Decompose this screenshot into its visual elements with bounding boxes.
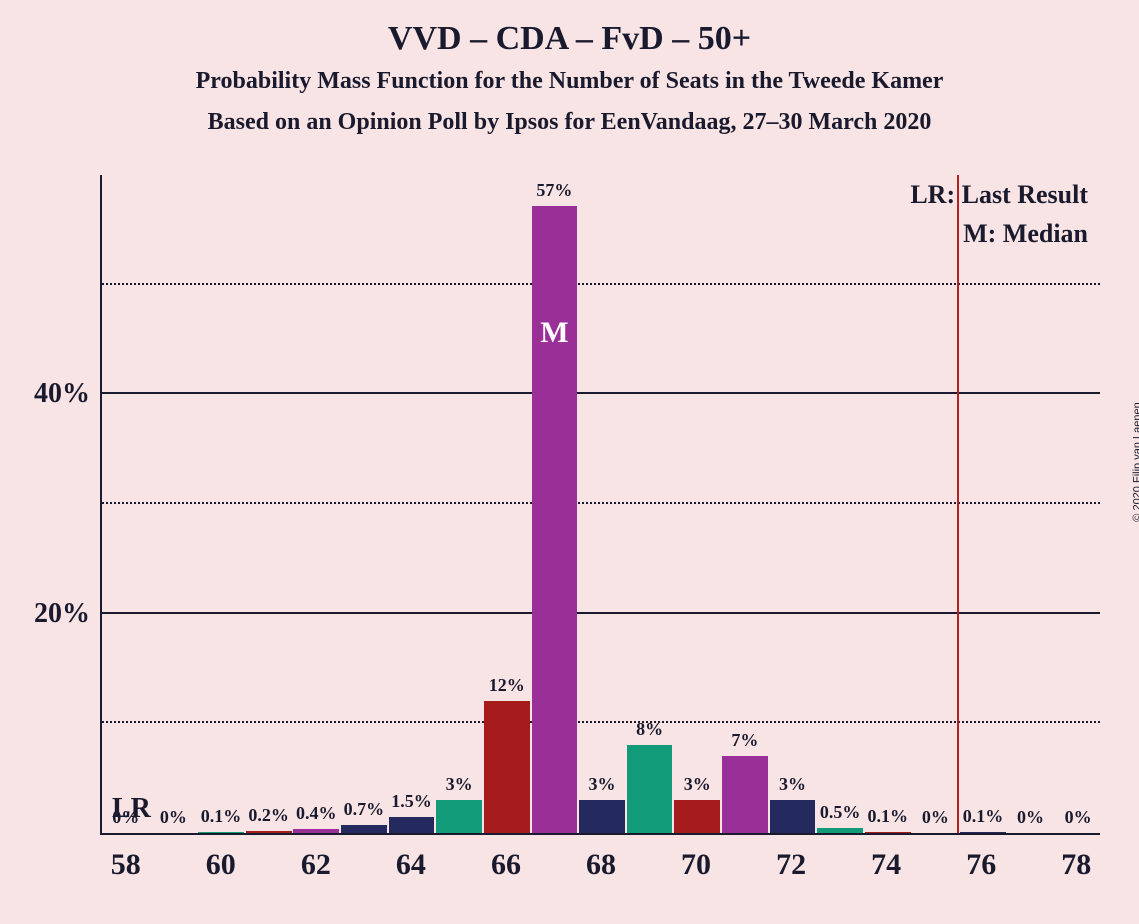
x-axis-label: 72 <box>776 833 806 882</box>
copyright-text: © 2020 Filip van Laenen <box>1131 402 1139 521</box>
gridline-major <box>102 612 1100 614</box>
bar-label: 0.2% <box>248 805 289 831</box>
bar-chart: LR: Last Result M: Median LR 20%40%58606… <box>100 175 1100 835</box>
x-axis-label: 68 <box>586 833 616 882</box>
legend-last-result: LR: Last Result <box>910 180 1088 210</box>
bar-label: 0.1% <box>963 806 1004 832</box>
bar-label: 0.1% <box>201 806 242 832</box>
bar-seat-69: 8% <box>627 745 673 833</box>
bar-label: 7% <box>731 730 758 756</box>
x-axis-label: 64 <box>396 833 426 882</box>
gridline-minor <box>102 502 1100 504</box>
chart-title: VVD – CDA – FvD – 50+ <box>0 0 1139 58</box>
bar-seat-68: 3% <box>579 800 625 833</box>
bar-label: 0.1% <box>867 806 908 832</box>
bar-seat-60: 0.1% <box>198 832 244 833</box>
bar-seat-61: 0.2% <box>246 831 292 833</box>
gridline-major <box>102 392 1100 394</box>
last-result-line <box>957 175 959 833</box>
bar-seat-72: 3% <box>770 800 816 833</box>
bar-seat-67: 57%M <box>532 206 578 833</box>
bar-seat-66: 12% <box>484 701 530 833</box>
bar-seat-64: 1.5% <box>389 817 435 834</box>
y-axis-label: 40% <box>34 378 102 410</box>
bar-label: 0.4% <box>296 803 337 829</box>
bar-seat-73: 0.5% <box>817 828 863 834</box>
bar-label: 57% <box>536 180 572 206</box>
x-axis-label: 58 <box>111 833 141 882</box>
bar-seat-70: 3% <box>674 800 720 833</box>
bar-seat-65: 3% <box>436 800 482 833</box>
bar-label: 12% <box>489 675 525 701</box>
bar-label: 3% <box>588 774 615 800</box>
bar-label: 8% <box>636 719 663 745</box>
bar-label: 0% <box>160 807 187 833</box>
x-axis-label: 78 <box>1061 833 1091 882</box>
median-marker: M <box>540 316 568 350</box>
bar-label: 3% <box>446 774 473 800</box>
x-axis-label: 70 <box>681 833 711 882</box>
bar-label: 3% <box>779 774 806 800</box>
bar-label: 0% <box>1065 807 1092 833</box>
chart-subtitle-2: Based on an Opinion Poll by Ipsos for Ee… <box>0 95 1139 136</box>
y-axis-label: 20% <box>34 598 102 630</box>
bar-label: 1.5% <box>391 791 432 817</box>
legend-median: M: Median <box>963 219 1088 249</box>
gridline-minor <box>102 283 1100 285</box>
bar-label: 0% <box>1017 807 1044 833</box>
chart-subtitle-1: Probability Mass Function for the Number… <box>0 58 1139 95</box>
x-axis-label: 66 <box>491 833 521 882</box>
x-axis-label: 74 <box>871 833 901 882</box>
bar-seat-76: 0.1% <box>960 832 1006 833</box>
x-axis-label: 60 <box>206 833 236 882</box>
bar-seat-74: 0.1% <box>865 832 911 833</box>
bar-label: 0.7% <box>344 799 385 825</box>
bar-label: 0.5% <box>820 802 861 828</box>
gridline-minor <box>102 721 1100 723</box>
x-axis-label: 62 <box>301 833 331 882</box>
bar-label: 3% <box>684 774 711 800</box>
bar-seat-71: 7% <box>722 756 768 833</box>
bar-label: 0% <box>922 807 949 833</box>
x-axis-label: 76 <box>966 833 996 882</box>
bar-seat-62: 0.4% <box>293 829 339 833</box>
bar-label: 0% <box>112 807 139 833</box>
bar-seat-63: 0.7% <box>341 825 387 833</box>
